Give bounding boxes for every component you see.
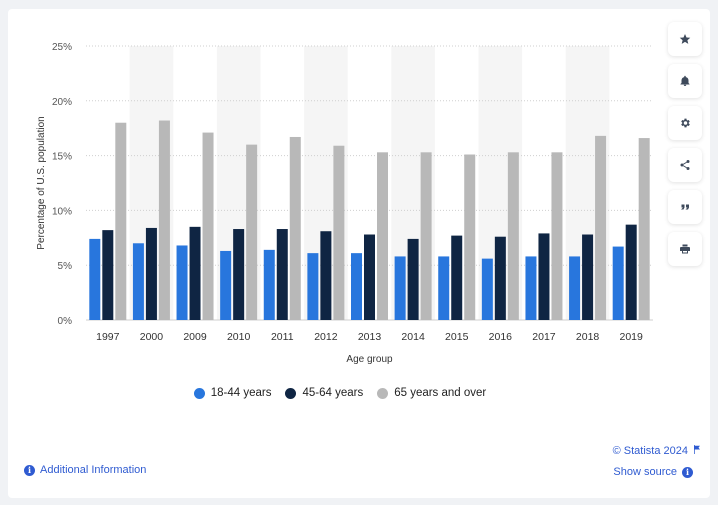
printer-icon <box>680 244 690 254</box>
y-tick-label: 25% <box>52 42 72 53</box>
show-source-label: Show source <box>613 466 677 478</box>
bar-45-64-years <box>102 230 114 320</box>
info-icon: i <box>24 464 35 476</box>
additional-information-link[interactable]: i Additional Information <box>24 464 146 476</box>
bar-65-years-and-over <box>638 138 650 320</box>
bar-45-64-years <box>451 235 463 320</box>
bar-18-44-years <box>263 249 275 320</box>
x-tick-label: 2012 <box>314 331 338 343</box>
bar-65-years-and-over <box>595 135 607 320</box>
settings-button[interactable] <box>668 106 702 140</box>
bar-65-years-and-over <box>289 136 301 320</box>
bar-45-64-years <box>233 229 245 320</box>
bar-18-44-years <box>569 256 581 320</box>
bar-65-years-and-over <box>333 145 345 320</box>
bar-18-44-years <box>481 258 493 320</box>
legend-item-45-64[interactable]: 45-64 years <box>285 387 363 399</box>
legend-marker <box>377 387 389 399</box>
show-source-link[interactable]: Show source i <box>613 466 693 478</box>
bar-45-64-years <box>407 238 419 320</box>
bar-65-years-and-over <box>158 120 170 320</box>
bar-45-64-years <box>189 226 201 320</box>
x-tick-label: 2019 <box>620 331 644 343</box>
bar-18-44-years <box>525 256 537 320</box>
legend-item-65-plus[interactable]: 65 years and over <box>377 387 486 399</box>
legend-item-18-44[interactable]: 18-44 years <box>193 387 272 399</box>
bar-65-years-and-over <box>551 152 563 320</box>
bar-18-44-years <box>438 256 450 320</box>
x-tick-label: 2017 <box>532 331 556 343</box>
bar-18-44-years <box>394 256 406 320</box>
x-tick-label: 2009 <box>183 331 207 343</box>
copyright-text: © Statista 2024 <box>612 445 688 457</box>
x-tick-label: 2013 <box>358 331 382 343</box>
bar-65-years-and-over <box>246 144 258 320</box>
notification-button[interactable] <box>668 64 702 98</box>
bar-65-years-and-over <box>115 122 127 320</box>
bar-65-years-and-over <box>507 152 519 320</box>
star-icon <box>679 34 691 44</box>
bar-18-44-years <box>89 238 101 320</box>
y-tick-label: 15% <box>52 152 72 163</box>
print-button[interactable] <box>668 232 702 266</box>
copyright-link[interactable]: © Statista 2024 <box>613 445 701 457</box>
bar-65-years-and-over <box>420 152 432 320</box>
legend-marker <box>285 387 297 399</box>
bar-45-64-years <box>582 234 594 320</box>
x-tick-label: 2015 <box>445 331 469 343</box>
legend-label: 45-64 years <box>302 387 364 399</box>
share-icon <box>680 160 690 170</box>
y-axis-title: Percentage of U.S. population <box>36 116 47 249</box>
y-tick-label: 0% <box>58 316 73 327</box>
bar-45-64-years <box>364 234 375 320</box>
gear-icon <box>681 118 690 128</box>
bar-65-years-and-over <box>464 154 476 320</box>
x-tick-label: 2016 <box>489 331 513 343</box>
bar-18-44-years <box>612 246 624 320</box>
share-button[interactable] <box>668 148 702 182</box>
side-toolbar <box>668 22 702 274</box>
x-axis-title: Age group <box>346 354 393 365</box>
bar-45-64-years <box>320 231 332 320</box>
bar-45-64-years <box>494 236 506 320</box>
x-tick-label: 2018 <box>576 331 600 343</box>
bar-18-44-years <box>220 250 232 320</box>
bar-18-44-years <box>176 245 188 320</box>
legend-label: 18-44 years <box>210 387 272 399</box>
bar-45-64-years <box>625 224 637 320</box>
bar-45-64-years <box>538 233 550 320</box>
x-tick-label: 2011 <box>271 331 294 343</box>
x-tick-label: 2014 <box>401 331 425 343</box>
cite-button[interactable] <box>668 190 702 224</box>
bar-18-44-years <box>351 253 362 320</box>
y-tick-label: 5% <box>58 261 73 272</box>
x-tick-label: 2010 <box>227 331 251 343</box>
x-tick-label: 2000 <box>140 331 164 343</box>
quote-icon <box>681 204 689 210</box>
bar-45-64-years <box>145 227 157 320</box>
flag-icon <box>693 445 701 457</box>
y-tick-label: 20% <box>52 97 72 108</box>
bar-18-44-years <box>307 253 319 320</box>
bell-icon <box>680 75 690 86</box>
info-icon: i <box>682 466 693 478</box>
chart-legend: 18-44 years 45-64 years 65 years and ove… <box>0 387 680 399</box>
bar-45-64-years <box>276 229 288 320</box>
legend-marker <box>193 387 205 399</box>
y-tick-label: 10% <box>52 206 72 217</box>
bar-65-years-and-over <box>202 132 214 320</box>
bar-65-years-and-over <box>377 152 388 320</box>
bar-18-44-years <box>132 243 144 320</box>
favorite-button[interactable] <box>668 22 702 56</box>
additional-information-label: Additional Information <box>40 464 147 476</box>
x-tick-label: 1997 <box>96 331 120 343</box>
legend-label: 65 years and over <box>394 387 487 399</box>
